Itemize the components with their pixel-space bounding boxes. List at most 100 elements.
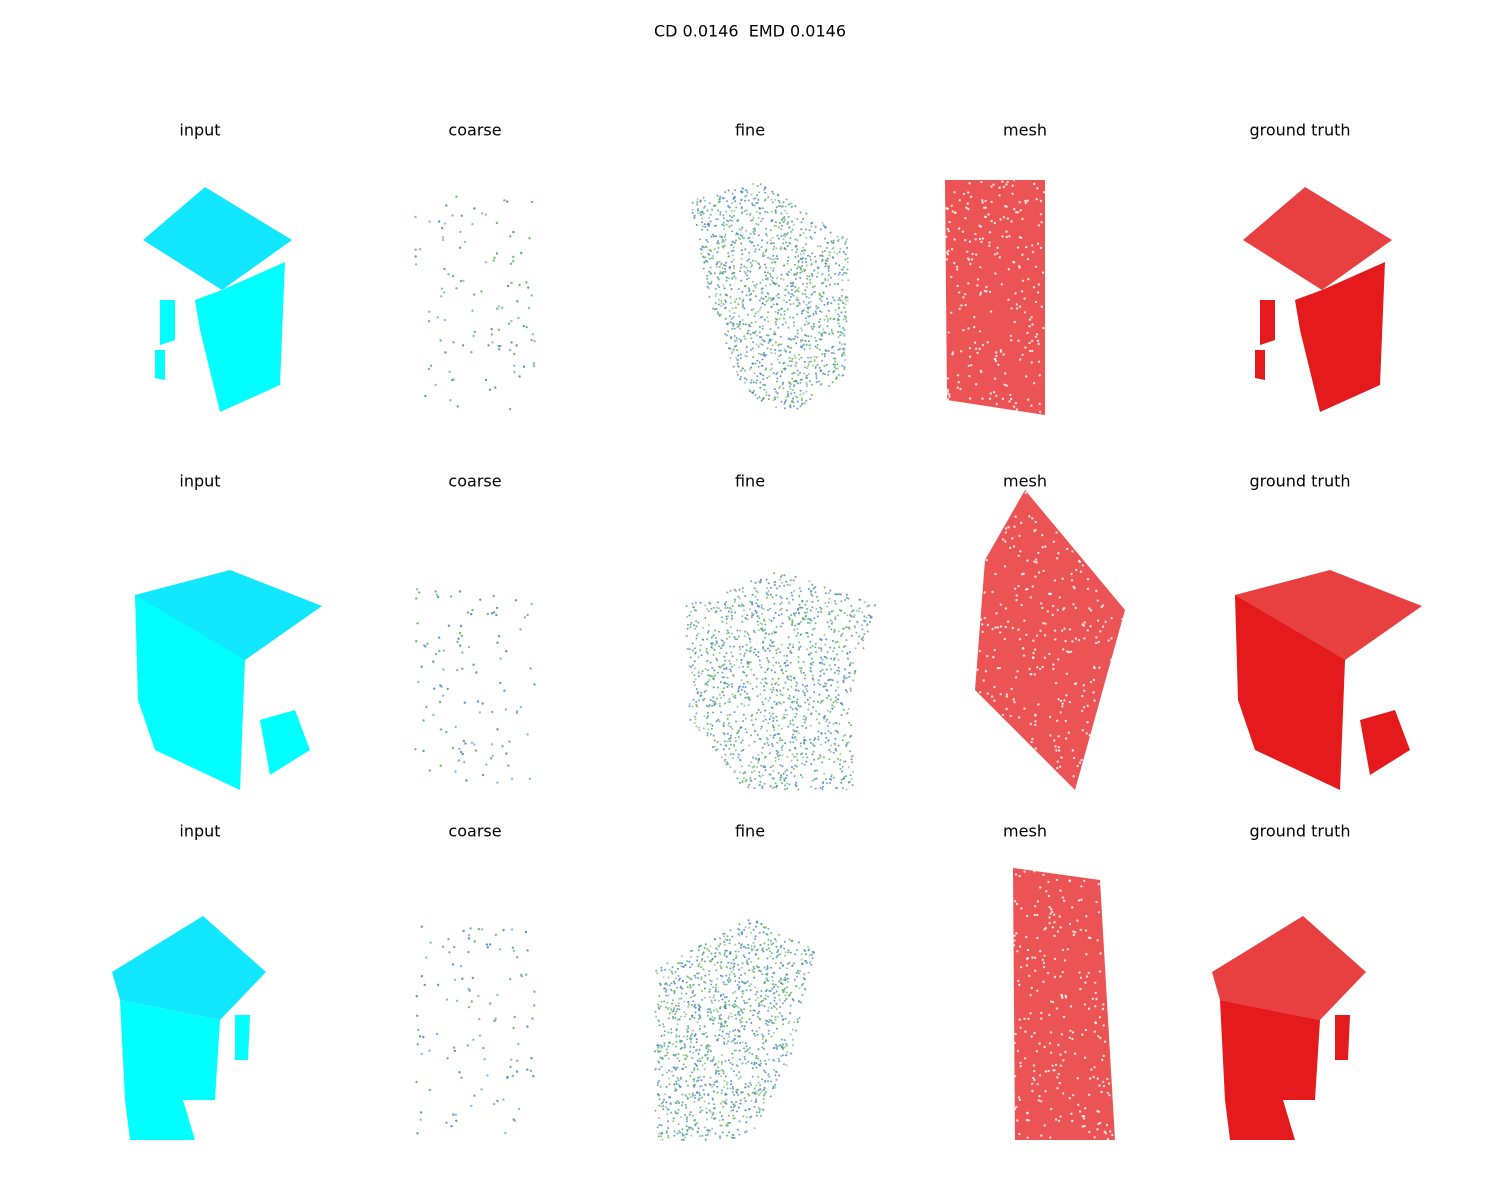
point (787, 615, 790, 618)
point (824, 373, 827, 376)
point (758, 757, 761, 760)
point (717, 209, 719, 212)
point (745, 1130, 748, 1133)
point (671, 972, 674, 975)
hole (1032, 639, 1035, 642)
point (721, 671, 724, 674)
point (519, 705, 523, 709)
point (728, 309, 731, 312)
point (502, 1098, 505, 1101)
point (748, 1108, 751, 1111)
point (744, 630, 747, 633)
point (419, 1118, 422, 1121)
point (749, 1116, 752, 1119)
point (830, 657, 832, 660)
point (698, 1097, 701, 1100)
point (467, 934, 471, 937)
point (727, 330, 730, 333)
point (760, 606, 763, 609)
surface (135, 595, 245, 790)
point (686, 975, 689, 978)
point (750, 616, 753, 619)
point (767, 1032, 770, 1035)
point (849, 662, 852, 665)
point (775, 694, 778, 697)
point (717, 999, 720, 1002)
point (723, 641, 726, 644)
point (664, 968, 667, 971)
point (780, 774, 783, 777)
point (796, 682, 799, 685)
point (832, 345, 834, 348)
hole (979, 266, 982, 269)
hole (967, 258, 971, 261)
hole (1071, 640, 1074, 643)
hole (1004, 372, 1007, 375)
point (703, 960, 706, 963)
panel-title: mesh (1003, 472, 1047, 491)
point (764, 671, 767, 674)
point (680, 992, 683, 995)
point (841, 739, 844, 742)
hole (948, 395, 951, 398)
point (667, 976, 670, 979)
point (840, 714, 843, 717)
point (522, 365, 526, 368)
hole (1038, 410, 1042, 414)
point (768, 1075, 771, 1078)
point (774, 996, 776, 999)
point (516, 1059, 519, 1063)
hole (1055, 749, 1058, 752)
point (812, 678, 815, 681)
point (814, 787, 817, 790)
point (733, 962, 736, 965)
point (803, 677, 806, 680)
point (737, 1094, 740, 1096)
point (724, 938, 727, 941)
point (778, 1060, 781, 1063)
point (777, 194, 780, 197)
point (674, 1012, 677, 1015)
point (446, 1057, 449, 1060)
point (703, 690, 706, 693)
point (746, 1085, 749, 1088)
point (841, 632, 844, 635)
point (748, 969, 751, 972)
point (459, 965, 463, 968)
hole (1056, 719, 1059, 722)
point (846, 296, 849, 299)
point (728, 1131, 731, 1134)
point (422, 749, 425, 753)
point (757, 957, 760, 960)
point (803, 618, 806, 621)
point (702, 206, 705, 209)
point (533, 1004, 536, 1007)
point (748, 325, 750, 328)
point (725, 955, 728, 958)
point (775, 594, 778, 597)
point (784, 742, 787, 745)
hole (968, 347, 972, 350)
point (807, 373, 810, 376)
point (806, 275, 809, 277)
hole (1061, 577, 1064, 580)
point (766, 1024, 769, 1027)
point (726, 615, 729, 618)
point (458, 747, 461, 751)
point (809, 741, 812, 744)
hole (967, 364, 970, 367)
point (727, 1059, 730, 1062)
hole (1012, 698, 1015, 701)
panel-title: ground truth (1249, 121, 1350, 140)
point (459, 230, 462, 234)
point (769, 229, 772, 232)
point (714, 1062, 717, 1065)
point (707, 631, 709, 634)
point (705, 1047, 708, 1050)
point (769, 275, 772, 278)
point (432, 660, 435, 663)
point (710, 727, 713, 730)
point (713, 235, 715, 238)
point (747, 1060, 750, 1063)
point (856, 620, 859, 623)
